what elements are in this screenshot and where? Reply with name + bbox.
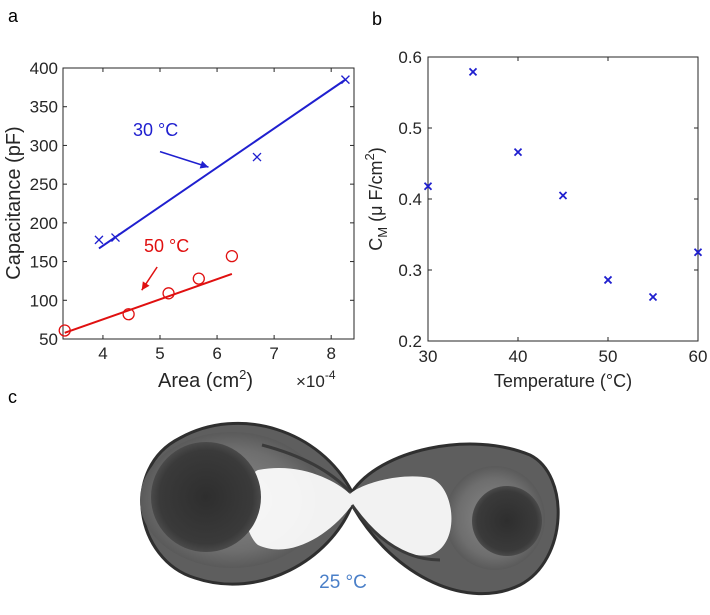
x-axis-multiplier-a: ×10-4 (296, 368, 336, 391)
y-tick-label-b: 0.3 (398, 261, 422, 280)
x-tick-label-a: 8 (326, 344, 335, 363)
data-point-x-marker (693, 248, 703, 257)
data-point-x-marker (340, 75, 350, 85)
y-tick-label-a: 300 (30, 136, 58, 155)
plot-frame-a (62, 67, 355, 340)
fit-line-series-0 (98, 78, 347, 250)
x-tick-label-b: 60 (689, 347, 708, 366)
y-axis-title-a: Capacitance (pF) (3, 126, 25, 279)
data-point-x-marker (423, 182, 433, 191)
chart-panel-b: 30 40 50 60 0.2 0.3 0.4 0.5 0.6 Temperature (°C)… (362, 48, 707, 391)
y-tick-label-a: 50 (39, 330, 58, 349)
x-tick-label-a: 7 (269, 344, 278, 363)
x-tick-label-a: 4 (98, 344, 107, 363)
y-tick-label-a: 350 (30, 98, 58, 117)
annotation-arrowhead (199, 160, 209, 169)
x-tick-label-a: 6 (212, 344, 221, 363)
right-droplet (472, 486, 542, 556)
data-point-x-marker (558, 191, 568, 200)
fit-line-series-1 (64, 273, 233, 334)
y-tick-label-a: 100 (30, 291, 58, 310)
x-tick-label-a: 5 (155, 344, 164, 363)
y-tick-label-b: 0.4 (398, 190, 422, 209)
x-axis-title-b: Temperature (°C) (494, 371, 632, 391)
data-point-circle-marker (122, 308, 135, 321)
y-tick-label-b: 0.6 (398, 48, 422, 67)
data-point-x-marker (513, 148, 523, 157)
data-point-circle-marker (192, 272, 205, 285)
membrane-rim-bottom-right (350, 504, 441, 562)
y-tick-label-a: 250 (30, 175, 58, 194)
panel-label-b: b (372, 9, 382, 29)
inner-space (244, 468, 452, 556)
left-droplet (151, 442, 261, 552)
panel-label-c: c (8, 387, 17, 407)
data-point-x-marker (468, 67, 478, 77)
annotation-label: 50 °C (144, 236, 189, 256)
y-tick-label-b: 0.2 (398, 332, 422, 351)
x-axis-title-a: Area (cm2) (158, 367, 253, 392)
data-point-x-marker (252, 152, 262, 162)
microscope-photo: 25 °C (140, 422, 560, 595)
annotation-arrowhead (141, 281, 150, 291)
data-point-circle-marker (58, 324, 71, 337)
annotation-label: 30 °C (133, 120, 178, 140)
plot-frame-b (427, 56, 699, 342)
data-point-circle-marker (162, 287, 175, 300)
y-tick-label-b: 0.5 (398, 119, 422, 138)
y-tick-label-a: 150 (30, 253, 58, 272)
y-tick-label-a: 200 (30, 214, 58, 233)
data-point-circle-marker (225, 250, 239, 263)
panel-label-a: a (8, 6, 19, 26)
data-point-x-marker (94, 235, 104, 245)
x-tick-label-b: 30 (419, 347, 438, 366)
annotation-arrow (159, 150, 209, 168)
membrane-rim-top-left (261, 443, 352, 494)
y-axis-title-b: CM (μ F/cm2) (362, 147, 390, 250)
data-point-x-marker (648, 292, 658, 302)
x-tick-label-b: 50 (599, 347, 618, 366)
data-point-x-marker (603, 275, 613, 285)
y-tick-label-a: 400 (30, 59, 58, 78)
x-tick-label-b: 40 (509, 347, 528, 366)
photo-caption: 25 °C (319, 572, 367, 593)
data-point-x-marker (111, 233, 120, 243)
